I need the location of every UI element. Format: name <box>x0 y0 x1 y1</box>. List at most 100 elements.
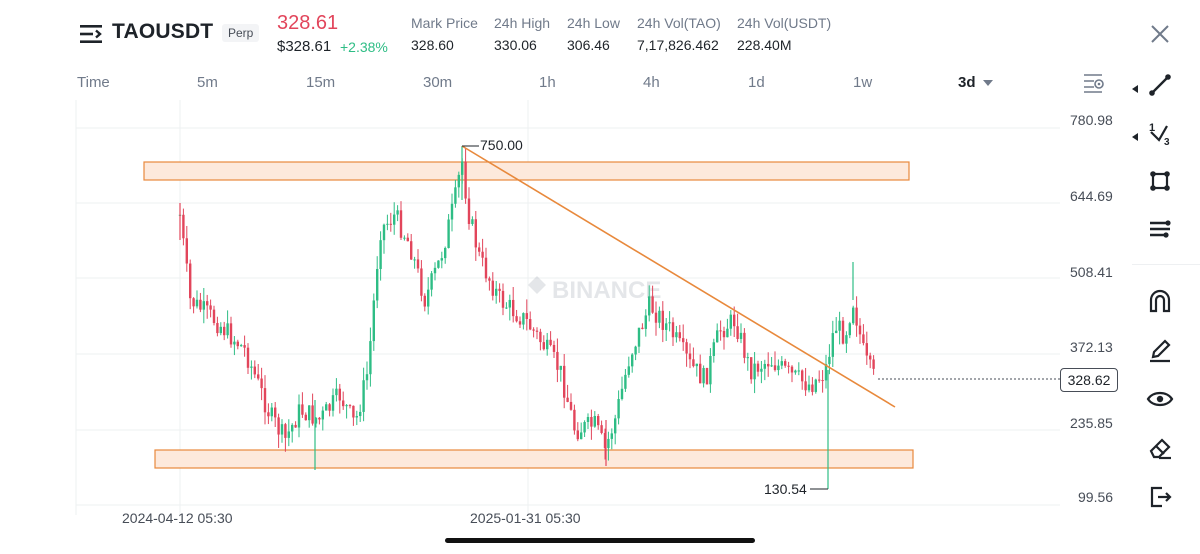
tab-15m[interactable]: 15m <box>306 74 336 91</box>
candle-body <box>369 341 372 375</box>
candle-body <box>362 380 365 412</box>
candle-body <box>821 380 824 382</box>
candle-body <box>801 370 804 382</box>
candle-body <box>705 367 709 385</box>
tab-3d-active[interactable]: 3d <box>958 74 976 91</box>
candle-body <box>763 363 766 369</box>
candle-body <box>505 307 508 309</box>
symbol-title[interactable]: TAOUSDT <box>112 20 214 43</box>
candle-body <box>807 384 811 391</box>
expand-arrow-icon[interactable] <box>1132 80 1138 93</box>
candle-body <box>206 301 209 306</box>
vol-tao-label: 24h Vol(TAO) <box>637 15 721 31</box>
candle-body <box>515 316 518 322</box>
chevron-down-icon[interactable] <box>982 78 994 88</box>
candle-body <box>668 322 671 324</box>
candle-body <box>226 323 229 336</box>
candle-body <box>379 240 382 269</box>
candle-body <box>491 280 494 296</box>
candle-body <box>185 238 188 264</box>
candle-body <box>756 363 760 372</box>
y-tick-4: 372.13 <box>1070 339 1113 355</box>
candle-body <box>481 251 484 258</box>
candle-body <box>716 330 719 343</box>
indicator-icon[interactable] <box>1145 214 1175 244</box>
chart-settings-icon[interactable] <box>1082 72 1106 94</box>
candle-body <box>450 203 454 220</box>
candle-body <box>216 322 219 334</box>
support-zone[interactable] <box>154 449 914 469</box>
candle-body <box>576 430 579 440</box>
candle-body <box>454 187 457 204</box>
pencil-icon[interactable] <box>1145 335 1175 365</box>
candle-body <box>501 290 505 308</box>
grid <box>75 100 1060 515</box>
candle-body <box>263 388 267 413</box>
tab-30m[interactable]: 30m <box>423 74 453 91</box>
candle-body <box>182 214 185 239</box>
svg-text:3: 3 <box>1164 137 1170 148</box>
tab-1w[interactable]: 1w <box>853 74 873 91</box>
shape-icon[interactable] <box>1145 166 1175 196</box>
trend-line[interactable] <box>461 145 896 408</box>
candle-body <box>858 325 862 335</box>
candle-body <box>420 268 423 296</box>
candle-body <box>845 335 848 344</box>
low-24h-value: 306.46 <box>567 37 610 53</box>
close-icon[interactable] <box>1148 22 1172 46</box>
magnet-icon[interactable] <box>1145 286 1175 316</box>
fib-icon[interactable]: 1 3 <box>1145 118 1175 148</box>
exit-icon[interactable] <box>1145 482 1175 512</box>
candle-body <box>746 357 749 359</box>
candle-body <box>423 295 426 307</box>
svg-text:1: 1 <box>1149 122 1155 134</box>
candle-body <box>444 248 447 259</box>
usd-price: $328.61 <box>277 38 332 55</box>
candle-body <box>246 347 250 368</box>
candle-body <box>355 416 358 418</box>
candle-body <box>814 379 817 392</box>
candle-body <box>467 198 471 224</box>
tab-1d[interactable]: 1d <box>748 74 765 91</box>
expand-arrow-icon[interactable] <box>1132 128 1138 141</box>
candle-body <box>648 296 651 316</box>
candle-body <box>794 370 797 373</box>
eraser-icon[interactable] <box>1145 433 1175 463</box>
candle-body <box>365 374 369 381</box>
candle-body <box>865 343 868 356</box>
candle-body <box>804 381 807 391</box>
candle-body <box>872 359 875 369</box>
candle-body <box>641 327 644 329</box>
candle-body <box>787 365 790 367</box>
candle-body <box>294 424 297 428</box>
candlestick-chart[interactable]: BINANCE 750.00 130.54 780.98 644.69 508.… <box>0 96 1130 536</box>
candle-body <box>212 309 216 323</box>
tab-5m[interactable]: 5m <box>197 74 218 91</box>
candle-body <box>811 384 814 392</box>
candle-body <box>824 364 828 381</box>
candle-body <box>192 298 195 307</box>
candle-body <box>658 310 661 323</box>
candle-body <box>573 409 576 431</box>
trend-line-icon[interactable] <box>1145 70 1175 100</box>
candle-body <box>539 331 542 343</box>
candle-body <box>301 404 304 415</box>
candle-body <box>399 210 403 238</box>
menu-icon[interactable] <box>80 24 104 44</box>
candle-body <box>229 323 233 345</box>
candle-body <box>250 366 253 368</box>
tab-4h[interactable]: 4h <box>643 74 660 91</box>
candle-body <box>291 424 294 432</box>
current-price-label: 328.62 <box>1060 368 1118 392</box>
candle-body <box>403 237 406 239</box>
candle-body <box>253 366 256 375</box>
candle-body <box>637 327 641 347</box>
resistance-zone[interactable] <box>143 161 910 181</box>
mark-price-label: Mark Price <box>411 15 478 31</box>
candle-body <box>695 363 698 367</box>
candle-body <box>287 431 290 438</box>
eye-icon[interactable] <box>1145 384 1175 414</box>
tab-1h[interactable]: 1h <box>539 74 556 91</box>
candle-body <box>661 310 664 330</box>
candle-body <box>610 433 613 439</box>
